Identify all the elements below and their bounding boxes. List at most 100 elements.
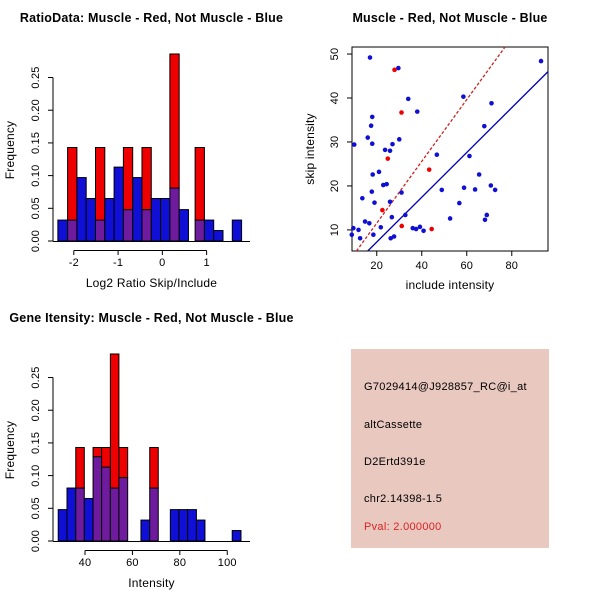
data-point [376, 169, 382, 175]
x-axis-title: Intensity [128, 576, 175, 590]
bar-segment-blue [195, 519, 206, 542]
data-point [396, 137, 402, 142]
data-point [389, 214, 395, 220]
bar-segment-blue [85, 197, 96, 242]
y-tick-label: 0.25 [30, 66, 42, 88]
y-tick-label: 40 [329, 92, 341, 105]
data-point [472, 187, 478, 192]
bar-segment-red [149, 446, 159, 489]
y-tick-label: 0.05 [30, 497, 42, 519]
bar-segment-purple [92, 456, 103, 542]
y-tick-label: 0.00 [30, 530, 42, 552]
data-point [447, 216, 453, 221]
gene-intensity-histogram-chart: Gene Itensity: Muscle - Red, Not Muscle … [3, 311, 293, 590]
data-point [399, 190, 404, 195]
data-point [434, 152, 440, 158]
bar-segment-purple [67, 219, 78, 242]
y-tick-label: 50 [329, 48, 341, 61]
x-tick-label: 0 [159, 257, 165, 269]
x-tick-label: 40 [79, 557, 92, 569]
y-tick-label: 0.20 [30, 399, 42, 421]
data-point [368, 123, 374, 128]
bar-segment-blue [66, 487, 77, 542]
data-point [387, 148, 393, 154]
data-point [482, 123, 487, 129]
data-point [426, 167, 432, 172]
data-point [367, 55, 373, 60]
data-point [351, 225, 356, 231]
bar-segment-blue [160, 197, 171, 242]
bar-segment-blue [187, 509, 197, 542]
data-point [365, 135, 371, 140]
x-tick-label: 80 [174, 557, 187, 569]
bar-segment-blue [140, 519, 151, 542]
plot-box [351, 46, 549, 252]
data-point [439, 187, 445, 193]
x-axis: 40 60 80 100 [79, 550, 237, 569]
data-point [369, 189, 375, 194]
data-point [461, 185, 467, 190]
data-point [492, 187, 498, 193]
x-tick-label: 80 [505, 260, 518, 272]
data-point [396, 65, 401, 71]
data-point [370, 172, 376, 177]
data-point [489, 100, 494, 106]
panel-gene-info: G7029414@J928857_RC@i_at altCassette D2E… [300, 300, 600, 600]
data-point [384, 181, 389, 187]
data-point [369, 141, 375, 147]
probe-id-text: G7029414@J928857_RC@i_at [364, 381, 527, 393]
chart-title: Gene Itensity: Muscle - Red, Not Muscle … [9, 311, 293, 325]
bar-segment-purple [149, 487, 159, 542]
data-point [391, 234, 397, 239]
bar-segment-blue [178, 209, 189, 242]
y-axis: 0.00 0.05 0.10 0.15 0.20 0.25 [30, 66, 54, 252]
event-type-text: altCassette [364, 419, 423, 431]
bar-segment-purple [94, 219, 106, 242]
data-point [538, 58, 544, 64]
bar-segment-red [118, 446, 129, 479]
data-point [399, 223, 405, 229]
bar-segment-red [169, 53, 180, 189]
data-point [372, 200, 377, 205]
x-tick-label: 100 [218, 557, 237, 569]
x-tick-label: 60 [126, 557, 139, 569]
ratio-histogram-chart: RatioData: Muscle - Red, Not Muscle - Bl… [3, 11, 283, 290]
points-muscle-red [380, 67, 434, 232]
data-point [403, 212, 408, 218]
data-point [367, 221, 372, 226]
bar-segment-blue [104, 197, 115, 242]
data-point [414, 109, 420, 114]
panel-intensity-scatter: Muscle - Red, Not Muscle - Blue 20 40 60 80 i… [300, 0, 600, 300]
data-point [461, 94, 466, 99]
bar-segment-purple [118, 477, 129, 542]
y-tick-label: 0.25 [30, 366, 42, 388]
data-point [405, 96, 411, 102]
bar-segment-blue [231, 219, 243, 242]
bar-segment-red [194, 146, 205, 221]
bar-segment-blue [231, 530, 242, 542]
data-point [476, 172, 482, 177]
x-tick-label: 1 [203, 257, 209, 269]
bar-segment-blue [132, 177, 143, 242]
intensity-scatter-chart: Muscle - Red, Not Muscle - Blue 20 40 60 80 i… [303, 11, 549, 292]
panel-gene-intensity-histogram: Gene Itensity: Muscle - Red, Not Muscle … [0, 300, 300, 600]
bar-segment-blue [150, 197, 162, 242]
data-point [369, 114, 375, 120]
y-axis-title: Frequency [3, 421, 17, 480]
bar-segment-purple [109, 487, 120, 542]
data-point [429, 226, 434, 232]
data-point [421, 228, 426, 234]
data-point [360, 195, 365, 201]
bar-segment-red [101, 446, 111, 468]
y-tick-label: 0.15 [30, 132, 42, 154]
data-point [351, 142, 357, 147]
y-tick-label: 30 [329, 136, 341, 149]
data-point [385, 156, 391, 161]
x-axis: 20 40 60 80 [370, 251, 518, 272]
data-point [378, 224, 384, 230]
bar-segment-red [141, 146, 152, 211]
bar-segment-red [122, 146, 134, 211]
chart-title: Muscle - Red, Not Muscle - Blue [352, 11, 547, 25]
bar-segment-red [94, 146, 106, 221]
info-box: G7029414@J928857_RC@i_at altCassette D2E… [351, 349, 549, 548]
